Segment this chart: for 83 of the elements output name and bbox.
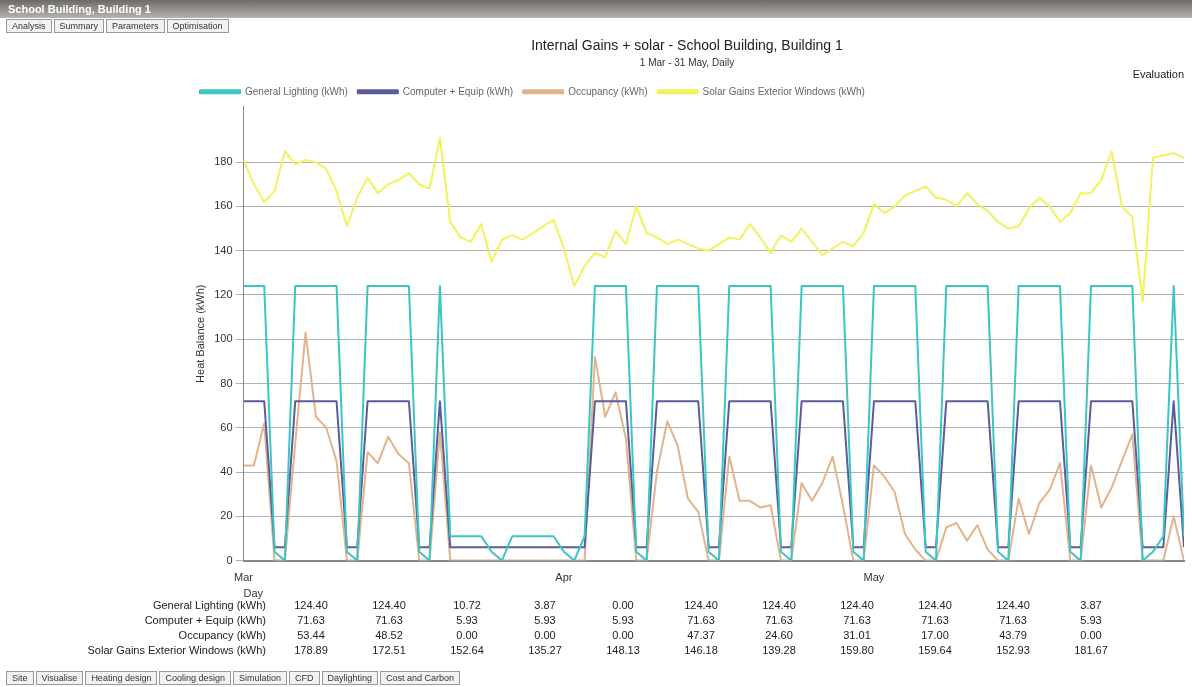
text: 124.40 bbox=[840, 599, 874, 611]
text: 124.40 bbox=[684, 599, 718, 611]
x-tick-label: Mar bbox=[234, 571, 254, 584]
legend-label: Occupancy (kWh) bbox=[568, 85, 648, 97]
text: 0.00 bbox=[456, 629, 478, 641]
y-tick-label: 180 bbox=[214, 155, 233, 168]
chart-title: Internal Gains + solar - School Building, Building 1 bbox=[531, 37, 844, 54]
text: 71.63 bbox=[999, 614, 1027, 626]
category-label: Occupancy (kWh) bbox=[178, 629, 266, 641]
text: 71.63 bbox=[297, 614, 325, 626]
text: 172.51 bbox=[372, 644, 406, 656]
category-label: Solar Gains Exterior Windows (kWh) bbox=[87, 644, 266, 656]
text: 0.00 bbox=[612, 599, 634, 611]
text: Heating design bbox=[85, 671, 158, 685]
text: 146.18 bbox=[684, 644, 718, 656]
text: CFD bbox=[289, 671, 320, 685]
y-tick-label: 40 bbox=[220, 465, 233, 478]
text: 152.64 bbox=[450, 644, 484, 656]
y-tick-label: 140 bbox=[214, 243, 233, 256]
text: 0.00 bbox=[612, 629, 634, 641]
y-tick-label: 100 bbox=[214, 332, 233, 345]
text: 31.01 bbox=[843, 629, 871, 641]
text: Simulation bbox=[232, 671, 287, 685]
legend-label: Solar Gains Exterior Windows (kWh) bbox=[702, 85, 865, 97]
text: 124.40 bbox=[762, 599, 796, 611]
text: Daylighting bbox=[321, 671, 379, 685]
text: 152.93 bbox=[996, 644, 1030, 656]
text: 5.93 bbox=[534, 614, 556, 626]
text: 3.87 bbox=[1080, 599, 1102, 611]
legend-label: Computer + Equip (kWh) bbox=[402, 85, 514, 97]
text: 48.52 bbox=[375, 629, 403, 641]
text: 0.00 bbox=[1080, 629, 1102, 641]
text: 139.28 bbox=[762, 644, 796, 656]
text: 135.27 bbox=[528, 644, 562, 656]
y-tick-label: 120 bbox=[214, 287, 233, 300]
text: Analysis bbox=[6, 19, 52, 33]
text: 10.72 bbox=[453, 599, 481, 611]
text: 5.93 bbox=[456, 614, 478, 626]
text: 178.89 bbox=[294, 644, 328, 656]
text: Cooling design bbox=[159, 671, 231, 685]
category-label: Computer + Equip (kWh) bbox=[144, 614, 266, 626]
text: Optimisation bbox=[166, 19, 229, 33]
text: 71.63 bbox=[921, 614, 949, 626]
text: 43.79 bbox=[999, 629, 1027, 641]
text: 0.00 bbox=[534, 629, 556, 641]
text: 3.87 bbox=[534, 599, 556, 611]
x-tick-label: Apr bbox=[555, 571, 573, 584]
text: 5.93 bbox=[612, 614, 634, 626]
text: 17.00 bbox=[921, 629, 949, 641]
x-axis-title: Day bbox=[243, 587, 264, 600]
text: 71.63 bbox=[375, 614, 403, 626]
text: 24.60 bbox=[765, 629, 793, 641]
text: 124.40 bbox=[294, 599, 328, 611]
x-tick-label: May bbox=[863, 571, 885, 584]
text: Summary bbox=[53, 19, 105, 33]
text: 53.44 bbox=[297, 629, 325, 641]
text: Cost and Carbon bbox=[380, 671, 461, 685]
chart-subtitle: 1 Mar - 31 May, Daily bbox=[639, 56, 735, 68]
text: 124.40 bbox=[918, 599, 952, 611]
y-tick-label: 80 bbox=[220, 376, 233, 389]
legend-label: General Lighting (kWh) bbox=[245, 85, 348, 97]
text: 124.40 bbox=[996, 599, 1030, 611]
text: 47.37 bbox=[687, 629, 715, 641]
text: School Building, Building 1 bbox=[0, 0, 1192, 18]
category-label: General Lighting (kWh) bbox=[152, 599, 266, 611]
y-tick-label: 60 bbox=[220, 420, 233, 433]
y-tick-label: 20 bbox=[220, 509, 233, 522]
text: 124.40 bbox=[372, 599, 406, 611]
text: 71.63 bbox=[843, 614, 871, 626]
text: 71.63 bbox=[765, 614, 793, 626]
text: Evaluation bbox=[1132, 68, 1184, 80]
y-tick-label: 160 bbox=[214, 199, 233, 212]
text: 159.80 bbox=[840, 644, 874, 656]
text: 159.64 bbox=[918, 644, 952, 656]
y-tick-label: 0 bbox=[226, 553, 233, 566]
text: Visualise bbox=[35, 671, 84, 685]
text: Parameters bbox=[106, 19, 165, 33]
text: 71.63 bbox=[687, 614, 715, 626]
text: Site bbox=[6, 671, 34, 685]
text: 181.67 bbox=[1074, 644, 1108, 656]
y-axis-title: Heat Balance (kWh) bbox=[193, 284, 206, 383]
text: 148.13 bbox=[606, 644, 640, 656]
text: 5.93 bbox=[1080, 614, 1102, 626]
